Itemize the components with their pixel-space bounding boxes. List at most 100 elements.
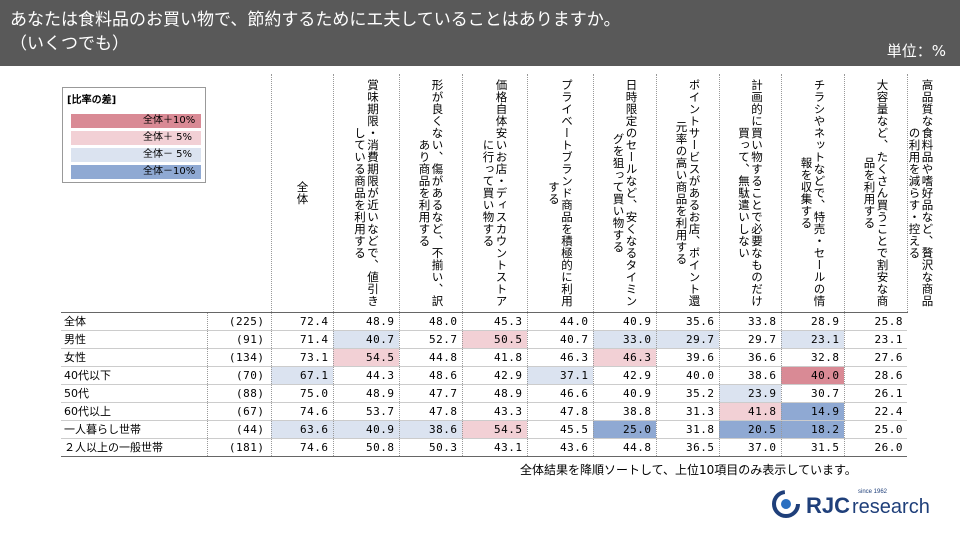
row-label: 全体 (61, 311, 207, 330)
header-row: 全体 賞味期限・消費期限が近いなどで、値引きしている商品を利用する 形が良くない、傷… (61, 74, 935, 312)
table-cell: 44.3 (332, 365, 399, 384)
table-cell: 31.3 (655, 401, 719, 420)
table-cell: 44.0 (526, 311, 593, 330)
column-header-label: チラシやネットなどで、特売・セールの情報を収集する (799, 79, 827, 307)
table-cell: 48.9 (332, 311, 399, 330)
table-cell: 71.4 (270, 329, 333, 348)
legend-swatch (71, 165, 201, 179)
table-row: ２人以上の一般世帯 (181) 74.6 50.8 50.3 43.1 43.6 44.8 36… (61, 437, 934, 457)
column-header: 賞味期限・消費期限が近いなどで、値引きしている商品を利用する (332, 74, 399, 312)
column-header-label: 日時限定のセールなど、安くなるタイミングを狙って買い物する (611, 79, 639, 307)
legend-label: 全体－10% (143, 166, 196, 177)
table-cell: 50.5 (461, 329, 527, 348)
column-header-label: 形が良くない、傷があるなど、不揃い、訳あり商品を利用する (417, 79, 445, 307)
column-header-label: ポイントサービスがあるお店、ポイント還元率の高い商品を利用する (674, 79, 702, 307)
row-sample-size: (88) (206, 383, 271, 402)
legend-title: [比率の差] (67, 95, 117, 106)
table-cell: 45.3 (461, 311, 527, 330)
column-header: チラシやネットなどで、特売・セールの情報を収集する (780, 74, 844, 312)
table-cell: 38.6 (398, 419, 462, 438)
table-cell: 44.8 (592, 437, 656, 457)
table-row: 50代 (88) 75.0 48.9 47.7 48.9 46.6 40.9 35.2 23.9 3… (61, 383, 934, 402)
column-header-label: 計画的に買い物することで必要なものだけ買って、無駄遣いしない (737, 79, 764, 307)
row-sample-size: (67) (206, 401, 271, 420)
table-cell: 38.6 (718, 365, 781, 384)
table-cell: 31.5 (780, 437, 844, 457)
footnote: 全体結果を降順ソートして、上位10項目のみ表示しています。 (520, 463, 857, 477)
column-header: 高品質な食料品や嗜好品など、贅沢な商品の利用を減らす・控える (906, 74, 935, 312)
table-cell: 74.6 (270, 401, 333, 420)
column-header: 全体 (270, 74, 333, 312)
table-cell: 42.9 (461, 365, 527, 384)
table-row: 全体 (225) 72.4 48.9 48.0 45.3 44.0 40.9 35.6 33.8 2… (61, 311, 934, 330)
table-cell: 73.1 (270, 347, 333, 366)
table-cell: 35.6 (655, 311, 719, 330)
table-cell: 47.7 (398, 383, 462, 402)
table-cell: 14.9 (780, 401, 844, 420)
table-cell: 67.1 (270, 365, 333, 384)
table-cell: 40.9 (592, 311, 656, 330)
legend-swatch (71, 114, 201, 128)
table-cell: 25.8 (843, 311, 907, 330)
table-cell: 40.0 (780, 365, 844, 384)
column-header: 形が良くない、傷があるなど、不揃い、訳あり商品を利用する (398, 74, 462, 312)
title-bar: あなたは食料品のお買い物で、節約するためにエ夫していることはありますか。 （いく… (0, 0, 960, 66)
table-cell: 40.7 (526, 329, 593, 348)
table-cell: 75.0 (270, 383, 333, 402)
row-label: 男性 (61, 329, 207, 348)
row-label: ２人以上の一般世帯 (61, 437, 207, 457)
table-row: 女性 (134) 73.1 54.5 44.8 41.8 46.3 46.3 39.6 36.6 3… (61, 347, 934, 366)
table-cell: 33.8 (718, 311, 781, 330)
column-header: ポイントサービスがあるお店、ポイント還元率の高い商品を利用する (655, 74, 719, 312)
legend-label: 全体＋ 5% (143, 132, 193, 143)
header-blank-n (207, 74, 271, 312)
table-cell: 48.9 (332, 383, 399, 402)
row-sample-size: (181) (206, 437, 271, 457)
legend-label: 全体－ 5% (143, 149, 193, 160)
rjc-logo: RJC research since 1962 (772, 489, 930, 518)
table-cell: 48.0 (398, 311, 462, 330)
column-header: 大容量など、たくさん買うことで割安な商品を利用する (843, 74, 907, 312)
table-cell: 27.6 (843, 347, 907, 366)
table-cell: 29.7 (655, 329, 719, 348)
table-cell: 31.8 (655, 419, 719, 438)
table-cell: 35.2 (655, 383, 719, 402)
table-cell: 63.6 (270, 419, 333, 438)
table-cell: 18.2 (780, 419, 844, 438)
table-cell: 23.9 (718, 383, 781, 402)
results-table: 全体 賞味期限・消費期限が近いなどで、値引きしている商品を利用する 形が良くない、傷… (61, 74, 935, 457)
table-cell: 29.7 (718, 329, 781, 348)
table-cell: 72.4 (270, 311, 333, 330)
table-cell: 36.5 (655, 437, 719, 457)
logo-word: research (852, 496, 930, 518)
row-label: 女性 (61, 347, 207, 366)
legend-swatch (71, 148, 201, 162)
column-header-label: 賞味期限・消費期限が近いなどで、値引きしている商品を利用する (353, 79, 380, 307)
table-cell: 46.6 (526, 383, 593, 402)
table-cell: 36.6 (718, 347, 781, 366)
column-header-label: 高品質な食料品や嗜好品など、贅沢な商品の利用を減らす・控える (907, 79, 935, 307)
row-sample-size: (44) (206, 419, 271, 438)
row-sample-size: (134) (206, 347, 271, 366)
table-cell: 22.4 (843, 401, 907, 420)
table-row: 60代以上 (67) 74.6 53.7 47.8 43.3 47.8 38.8 31.3 41.… (61, 401, 934, 420)
table-cell: 40.9 (592, 383, 656, 402)
row-label: 一人暮らし世帯 (61, 419, 207, 438)
table-cell: 44.8 (398, 347, 462, 366)
table-cell: 39.6 (655, 347, 719, 366)
table-cell: 74.6 (270, 437, 333, 457)
table-cell: 26.0 (843, 437, 907, 457)
table-cell: 41.8 (461, 347, 527, 366)
logo-brand: RJC (806, 493, 850, 518)
table-cell: 23.1 (843, 329, 907, 348)
table-cell: 20.5 (718, 419, 781, 438)
row-label: 40代以下 (61, 365, 207, 384)
column-header: 計画的に買い物することで必要なものだけ買って、無駄遣いしない (718, 74, 781, 312)
table-cell: 38.8 (592, 401, 656, 420)
table-cell: 48.6 (398, 365, 462, 384)
table-cell: 43.1 (461, 437, 527, 457)
table-row: 40代以下 (70) 67.1 44.3 48.6 42.9 37.1 42.9 40.0 38.… (61, 365, 934, 384)
table-cell: 54.5 (461, 419, 527, 438)
table-cell: 50.8 (332, 437, 399, 457)
table-cell: 32.8 (780, 347, 844, 366)
